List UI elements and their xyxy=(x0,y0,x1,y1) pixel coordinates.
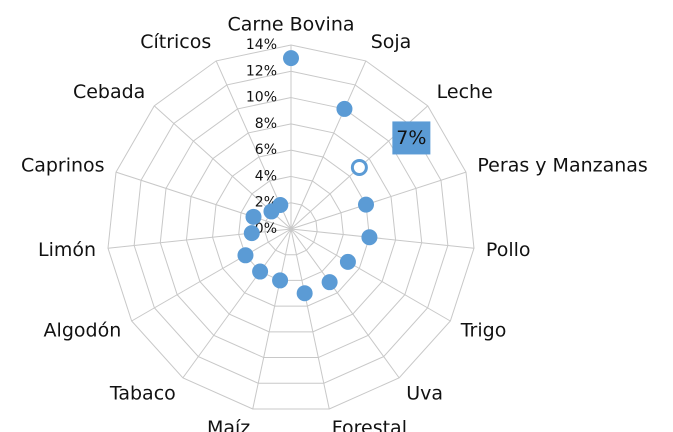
grid-ring xyxy=(185,123,397,333)
tick-label: 8% xyxy=(255,116,277,132)
tick-label: 10% xyxy=(246,90,277,106)
category-label: Pollo xyxy=(486,239,531,261)
spoke xyxy=(131,228,292,322)
spoke xyxy=(290,228,451,322)
category-label: Cítricos xyxy=(140,31,211,53)
category-label: Tabaco xyxy=(109,383,176,405)
category-label: Forestal xyxy=(332,417,407,432)
tick-label: 4% xyxy=(255,168,277,184)
marker xyxy=(321,274,338,291)
marker xyxy=(252,263,269,280)
tick-label: 12% xyxy=(246,63,277,79)
spoke xyxy=(290,228,400,379)
marker xyxy=(336,100,353,117)
spoke xyxy=(290,228,330,410)
category-label: Carne Bovina xyxy=(227,14,354,36)
data-label: 7% xyxy=(396,127,426,149)
marker xyxy=(296,285,313,302)
category-label: Leche xyxy=(437,81,493,103)
tick-label: 0% xyxy=(255,221,277,237)
grid-ring xyxy=(159,97,423,359)
marker xyxy=(361,229,378,246)
marker xyxy=(350,158,368,176)
spoke xyxy=(290,171,467,230)
spoke xyxy=(290,60,367,230)
grid-ring xyxy=(212,149,370,307)
category-label: Limón xyxy=(38,239,96,261)
marker xyxy=(243,225,260,242)
spoke xyxy=(252,228,292,410)
marker xyxy=(283,50,299,67)
category-label: Trigo xyxy=(460,320,507,342)
spoke xyxy=(107,228,292,249)
category-label: Maíz xyxy=(207,417,250,432)
data-label-box xyxy=(392,121,431,155)
marker xyxy=(272,272,289,289)
marker xyxy=(357,196,374,213)
category-label: Peras y Manzanas xyxy=(477,154,647,176)
tick-label: 14% xyxy=(246,37,277,53)
spoke xyxy=(290,228,475,249)
marker xyxy=(245,208,262,225)
spoke xyxy=(115,171,292,230)
marker xyxy=(339,253,356,270)
marker xyxy=(237,247,254,264)
category-label: Uva xyxy=(406,383,443,405)
marker xyxy=(272,196,289,213)
tick-label: 6% xyxy=(255,142,277,158)
category-label: Soja xyxy=(371,31,412,53)
category-label: Algodón xyxy=(44,320,122,342)
grid-ring xyxy=(107,44,475,410)
spoke xyxy=(182,228,292,379)
category-label: Cebada xyxy=(73,81,145,103)
grid-ring xyxy=(238,175,344,281)
category-label: Caprinos xyxy=(21,154,105,176)
